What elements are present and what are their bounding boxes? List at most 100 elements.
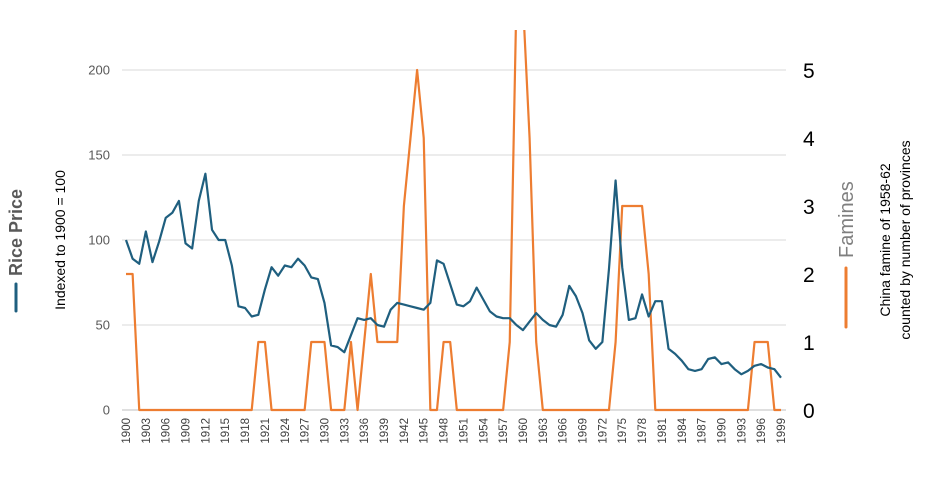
famine-point (522, 29, 524, 31)
right-tick-label: 0 (803, 400, 815, 423)
rice-price-point (661, 300, 663, 302)
rice-price-point (555, 326, 557, 328)
x-tick-label: 1903 (141, 418, 153, 444)
famine-point (125, 273, 127, 275)
x-tick-label: 1963 (538, 418, 550, 444)
rice-price-point (317, 278, 319, 280)
rice-price-point (343, 351, 345, 353)
famine-point (668, 409, 670, 411)
famine-point (608, 409, 610, 411)
famine-point (165, 409, 167, 411)
famine-point (185, 409, 187, 411)
rice-price-point (237, 305, 239, 307)
rice-price-point (449, 283, 451, 285)
famine-point (773, 409, 775, 411)
rice-price-point (502, 317, 504, 319)
famine-point (462, 409, 464, 411)
left-legend-title: Rice Price (6, 189, 26, 276)
rice-price-point (469, 300, 471, 302)
famine-point (310, 341, 312, 343)
rice-price-point (641, 293, 643, 295)
rice-price-point (694, 370, 696, 372)
rice-price-point (185, 242, 187, 244)
rice-price-point (218, 239, 220, 241)
rice-price-point (668, 348, 670, 350)
rice-price-point (337, 346, 339, 348)
famine-point (204, 409, 206, 411)
famine-point (277, 409, 279, 411)
famine-point (363, 341, 365, 343)
famine-point (370, 273, 372, 275)
rice-price-point (323, 302, 325, 304)
x-tick-label: 1933 (339, 418, 351, 444)
rice-price-point (522, 329, 524, 331)
rice-price-point (350, 334, 352, 336)
famine-point (284, 409, 286, 411)
x-tick-label: 1921 (260, 418, 272, 444)
rice-price-point (482, 299, 484, 301)
famine-point (343, 409, 345, 411)
rice-price-point (773, 368, 775, 370)
famine-point (694, 409, 696, 411)
rice-price-point (588, 339, 590, 341)
rice-price-point (509, 317, 511, 319)
famine-point (634, 205, 636, 207)
famine-point (436, 409, 438, 411)
rice-price-point (211, 229, 213, 231)
famine-point (409, 137, 411, 139)
famine-point (515, 29, 517, 31)
rice-price-point (582, 312, 584, 314)
famine-point (687, 409, 689, 411)
famine-point (628, 205, 630, 207)
right-axis-label-line1: China famine of 1958-62 (877, 163, 893, 317)
rice-price-point (178, 200, 180, 202)
famine-point (575, 409, 577, 411)
x-tick-label: 1975 (617, 418, 629, 444)
left-tick-label: 0 (103, 403, 110, 418)
famine-point (390, 341, 392, 343)
right-tick-label: 3 (803, 196, 815, 219)
rice-price-point (489, 310, 491, 312)
rice-price-point (575, 295, 577, 297)
famine-point (317, 341, 319, 343)
famine-point (218, 409, 220, 411)
x-tick-label: 1927 (300, 418, 312, 444)
famine-point (509, 341, 511, 343)
x-tick-label: 1924 (280, 417, 292, 443)
famine-point (171, 409, 173, 411)
famine-point (654, 409, 656, 411)
x-tick-label: 1984 (677, 417, 689, 443)
famine-point (714, 409, 716, 411)
famine-point (297, 409, 299, 411)
famine-point (224, 409, 226, 411)
rice-price-point (681, 360, 683, 362)
rice-price-point (204, 173, 206, 175)
x-tick-label: 1948 (439, 418, 451, 444)
rice-price-point (403, 304, 405, 306)
left-tick-label: 50 (96, 318, 110, 333)
x-tick-label: 1987 (697, 418, 709, 444)
x-tick-label: 1936 (359, 418, 371, 444)
famine-point (158, 409, 160, 411)
rice-price-point (244, 307, 246, 309)
rice-price-point (674, 353, 676, 355)
rice-price-point (701, 368, 703, 370)
famine-point (416, 69, 418, 71)
x-tick-label: 1942 (399, 418, 411, 444)
rice-price-point (251, 316, 253, 318)
famine-point (264, 341, 266, 343)
famine-point (582, 409, 584, 411)
famine-point (251, 409, 253, 411)
x-tick-label: 1918 (240, 418, 252, 444)
x-tick-label: 1969 (578, 418, 590, 444)
x-tick-label: 1966 (558, 418, 570, 444)
x-tick-label: 1957 (498, 418, 510, 444)
rice-price-point (648, 316, 650, 318)
x-axis-ticks: 1900 1903 1906 1909 1912 1915 1918 1921 1924 1927… (121, 417, 788, 443)
rice-price-point (621, 266, 623, 268)
famine-point (740, 409, 742, 411)
rice-price-point (615, 180, 617, 182)
famine-point (231, 409, 233, 411)
famine-point (568, 409, 570, 411)
